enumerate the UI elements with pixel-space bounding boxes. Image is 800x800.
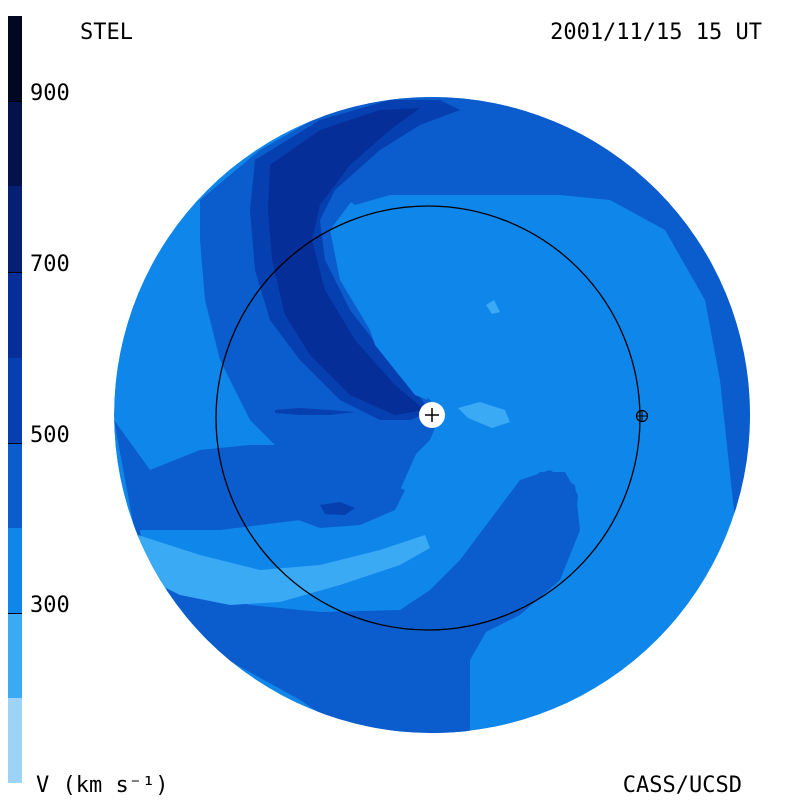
velocity-colorbar: [8, 16, 22, 783]
velocity-region-300: [486, 300, 500, 314]
colorbar-tick-500: [8, 443, 22, 444]
colorbar-tick-label: 300: [30, 593, 70, 618]
colorbar-segment-200-300: [8, 613, 22, 698]
colorbar-tick-label: 500: [30, 423, 70, 448]
velocity-region-300: [458, 402, 510, 428]
velocity-region-600: [320, 502, 355, 515]
velocity-region-500: [300, 97, 750, 560]
colorbar-segment-400-500: [8, 443, 22, 528]
credit-label: CASS/UCSD: [622, 773, 742, 798]
earth-orbit-circle: [215, 205, 641, 631]
colorbar-tick-label: 900: [30, 81, 70, 106]
velocity-region-400: [352, 215, 428, 400]
colorbar-tick-700: [8, 272, 22, 273]
velocity-region-300: [138, 535, 430, 605]
colorbar-tick-label: 700: [30, 252, 70, 277]
colorbar-segment-900-1000: [8, 16, 22, 101]
colorbar-segment-100-200: [8, 698, 22, 783]
velocity-region-500: [420, 472, 578, 733]
colorbar-segment-700-800: [8, 186, 22, 272]
colorbar-tick-900: [8, 101, 22, 102]
colorbar-segment-500-600: [8, 358, 22, 443]
station-label: STEL: [80, 20, 133, 45]
velocity-region-600: [275, 408, 355, 415]
colorbar-unit-label: V (km s⁻¹): [36, 773, 169, 798]
colorbar-segment-800-900: [8, 101, 22, 186]
colorbar-segment-600-700: [8, 272, 22, 358]
colorbar-tick-300: [8, 613, 22, 614]
datetime-label: 2001/11/15 15 UT: [550, 20, 762, 45]
velocity-region-700: [268, 108, 425, 415]
colorbar-segment-300-400: [8, 528, 22, 613]
